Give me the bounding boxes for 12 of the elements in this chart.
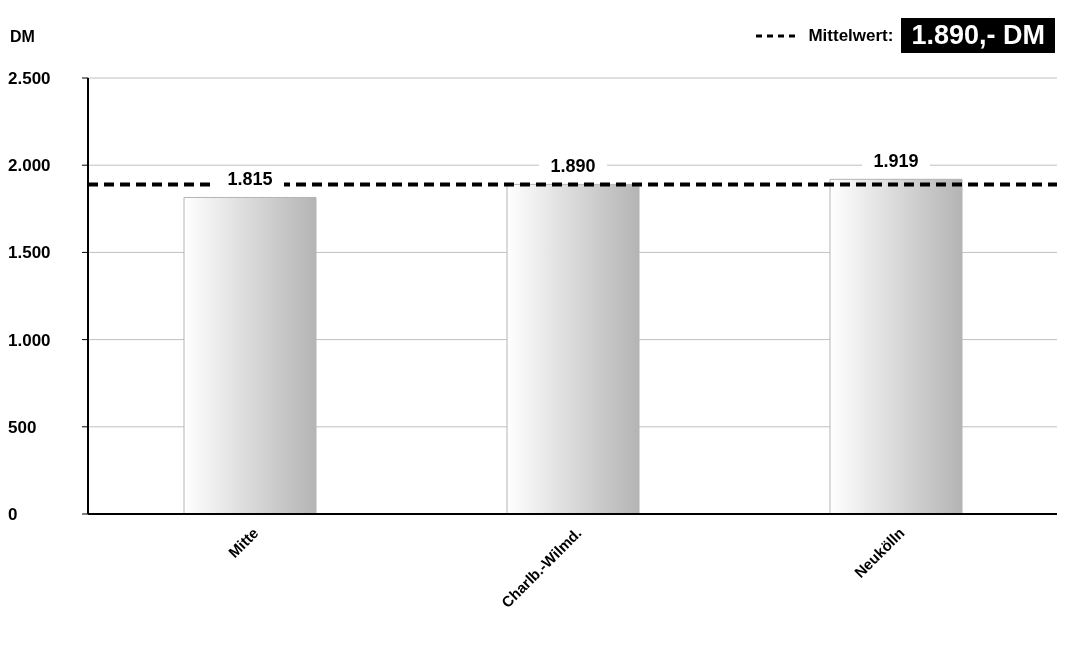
- y-tick-label: 500: [8, 417, 37, 437]
- y-tick-label: 2.000: [8, 156, 51, 176]
- data-label: 1.890: [550, 156, 596, 177]
- y-tick-label: 1.500: [8, 243, 51, 263]
- legend-label: Mittelwert:: [808, 25, 894, 46]
- text: 1.890,- DM: [901, 18, 1055, 53]
- y-tick-label: 0: [8, 505, 18, 525]
- y-tick-label: 2.500: [8, 69, 51, 89]
- y-axis-title: DM: [10, 28, 35, 46]
- data-label: 1.919: [873, 151, 919, 172]
- data-label: 1.815: [227, 169, 273, 190]
- y-tick-label: 1.000: [8, 330, 51, 350]
